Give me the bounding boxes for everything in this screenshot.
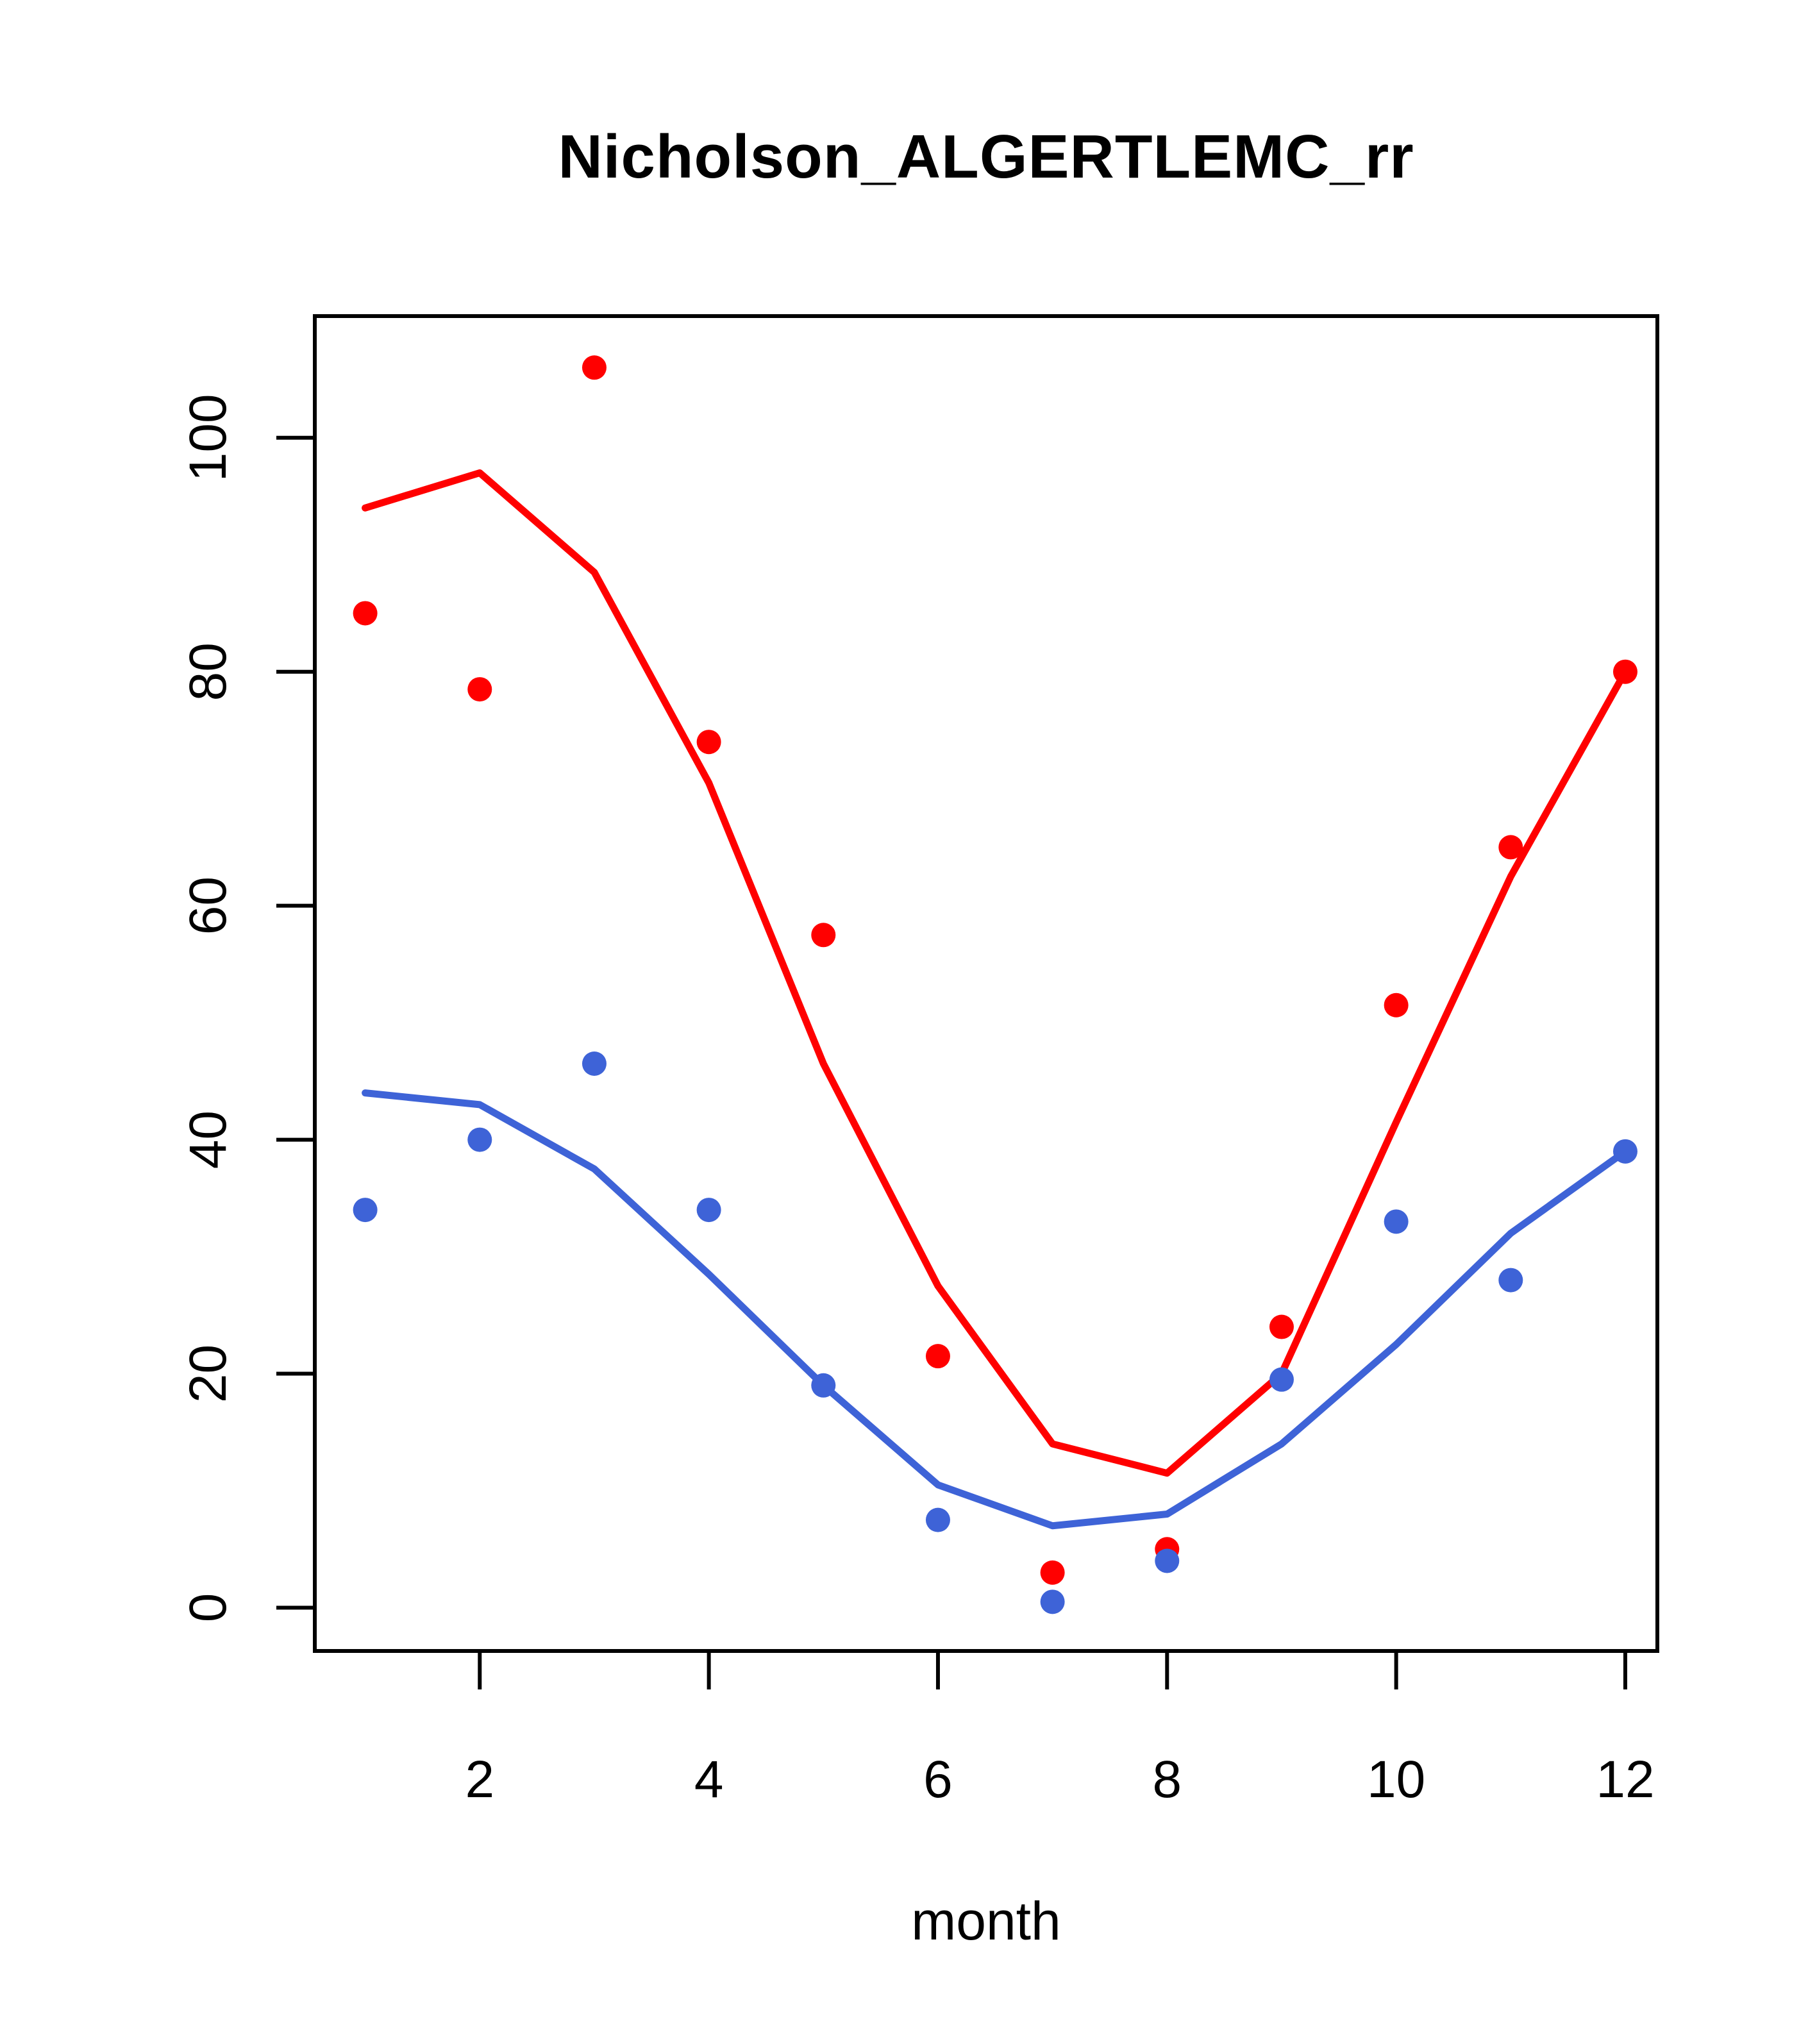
blue-observed-points-marker (582, 1051, 607, 1076)
red-observed-points-marker (1612, 659, 1637, 684)
y-tick-label: 0 (179, 1593, 237, 1623)
y-tick-label: 60 (179, 876, 237, 935)
blue-observed-points-marker (1040, 1589, 1065, 1614)
x-tick-label: 8 (1152, 1750, 1182, 1809)
x-tick-label: 10 (1367, 1750, 1425, 1809)
red-observed-points-marker (467, 677, 492, 702)
blue-observed-points-marker (1498, 1268, 1523, 1293)
y-tick-label: 40 (179, 1110, 237, 1169)
red-fitted-line (362, 469, 1629, 1477)
x-tick-label: 12 (1596, 1750, 1654, 1809)
chart-title: Nicholson_ALGERTLEMC_rr (558, 122, 1414, 191)
red-observed-points-marker (811, 923, 836, 948)
blue-fitted-line (362, 1089, 1629, 1530)
x-tick-label: 2 (465, 1750, 494, 1809)
red-observed-points-marker (1498, 835, 1523, 860)
x-tick-label: 6 (923, 1750, 953, 1809)
y-tick-label: 100 (179, 394, 237, 482)
red-observed-points-marker (353, 601, 378, 626)
blue-observed-points-marker (696, 1198, 721, 1223)
y-tick-label: 20 (179, 1345, 237, 1403)
red-observed-points-marker (696, 730, 721, 755)
blue-observed-points-marker (1612, 1139, 1637, 1164)
x-axis-title: month (911, 1891, 1061, 1951)
red-observed-points-marker (1269, 1314, 1294, 1339)
blue-observed-points-marker (1155, 1548, 1180, 1573)
red-observed-points-marker (1384, 993, 1409, 1018)
blue-observed-points-marker (925, 1507, 950, 1532)
blue-observed-points-marker (1269, 1367, 1294, 1392)
red-observed-points-marker (1040, 1560, 1065, 1585)
red-observed-points-marker (582, 355, 607, 380)
blue-observed-points-marker (353, 1198, 378, 1223)
x-tick-label: 4 (694, 1750, 724, 1809)
plot-frame (313, 314, 1659, 1653)
y-tick-label: 80 (179, 642, 237, 701)
blue-observed-points-marker (1384, 1209, 1409, 1234)
red-observed-points-marker (925, 1344, 950, 1369)
blue-observed-points-marker (467, 1127, 492, 1152)
blue-observed-points-marker (811, 1373, 836, 1398)
